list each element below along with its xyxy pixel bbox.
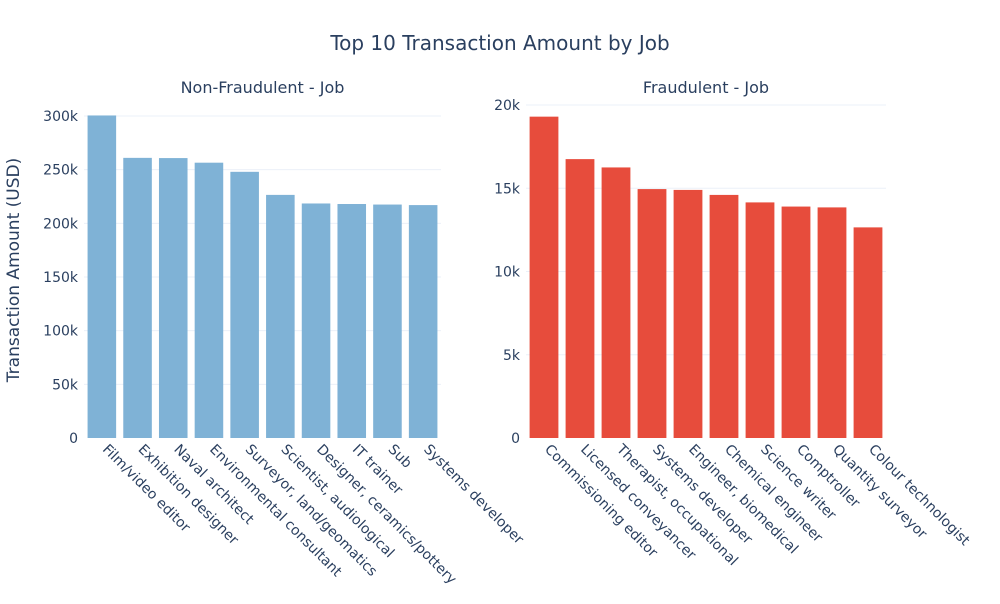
fraud-y-tick-label: 15k: [494, 181, 521, 197]
fraud-bar: [565, 159, 595, 439]
non-fraud-y-tick-label: 300k: [43, 109, 79, 125]
fraud-bar: [853, 227, 883, 438]
non-fraud-bar: [301, 203, 331, 438]
figure-title: Top 10 Transaction Amount by Job: [329, 31, 669, 55]
fraud-bar: [745, 202, 775, 438]
non-fraud-y-tick-label: 200k: [43, 216, 79, 232]
non-fraud-y-tick-label: 250k: [43, 163, 79, 179]
non-fraud-bar: [194, 162, 224, 438]
non-fraud-bar: [266, 194, 295, 438]
non-fraud-bar: [373, 204, 402, 438]
non-fraud-subplot-title: Non-Fraudulent - Job: [181, 78, 345, 97]
fraud-subplot-title: Fraudulent - Job: [643, 78, 769, 97]
non-fraud-bar: [158, 158, 188, 439]
non-fraud-bar: [337, 204, 367, 438]
non-fraud-bar: [408, 205, 438, 438]
non-fraud-bar: [230, 171, 259, 438]
fraud-y-tick-label: 5k: [503, 348, 521, 364]
non-fraud-y-tick-label: 100k: [43, 324, 79, 340]
non-fraud-bar: [123, 157, 152, 439]
fraud-bar: [781, 206, 811, 438]
fraud-bar: [673, 189, 703, 438]
fraud-y-tick-label: 0: [511, 431, 520, 447]
fraud-bar: [637, 189, 667, 438]
non-fraud-bar: [87, 115, 117, 439]
fraud-bar: [709, 194, 739, 438]
non-fraud-y-tick-label: 150k: [43, 270, 79, 286]
fraud-y-tick-label: 10k: [494, 265, 521, 281]
fraud-bar: [601, 167, 631, 438]
non-fraud-y-tick-label: 0: [69, 431, 78, 447]
fraud-bar: [529, 116, 559, 438]
y-axis-label: Transaction Amount (USD): [4, 158, 24, 383]
fraud-y-tick-label: 20k: [494, 98, 521, 114]
non-fraud-y-tick-label: 50k: [52, 377, 79, 393]
fraud-bar: [817, 207, 847, 438]
